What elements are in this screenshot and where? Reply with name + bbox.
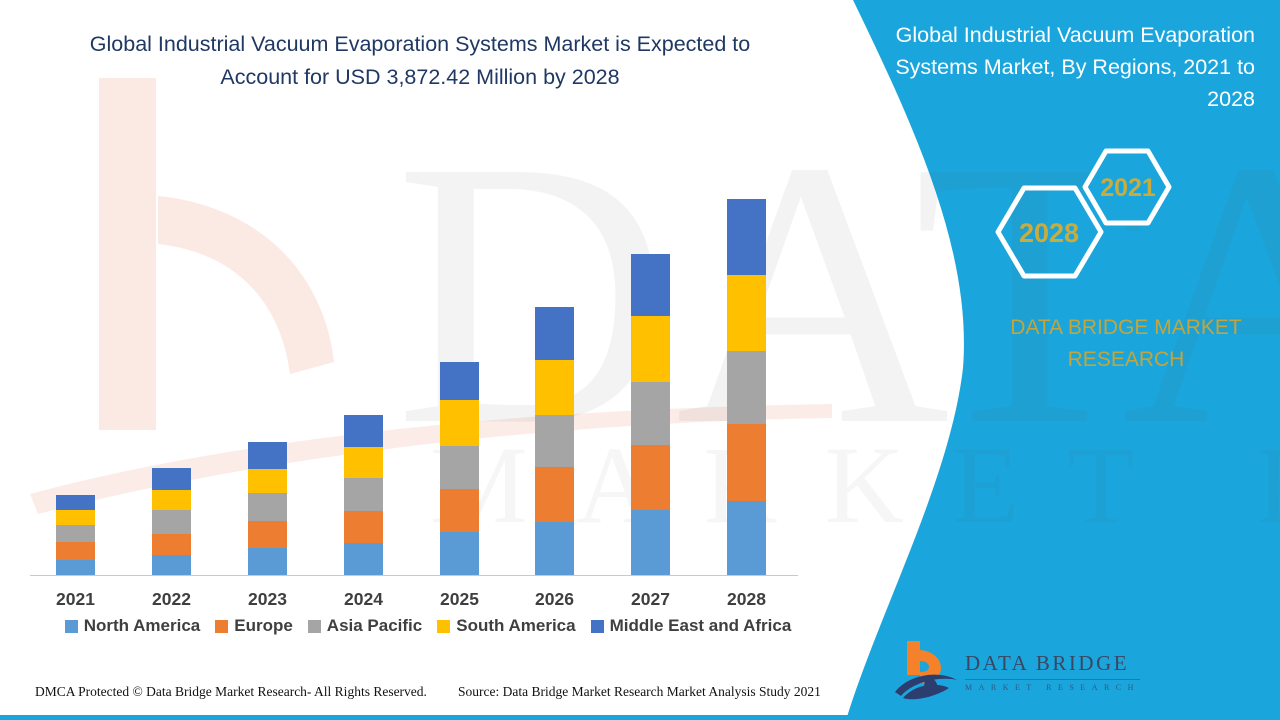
bar-segment-2028-north-america xyxy=(727,501,766,575)
bar-segment-2021-north-america xyxy=(56,559,95,575)
bar-segment-2025-north-america xyxy=(440,531,479,575)
legend-swatch xyxy=(590,619,604,633)
bar-segment-2024-asia-pacific xyxy=(344,478,383,511)
x-axis-label-2023: 2023 xyxy=(248,589,287,609)
legend-swatch xyxy=(307,619,321,633)
bar-segment-2028-middle-east-and-africa xyxy=(727,199,766,275)
legend-label: Europe xyxy=(234,616,293,635)
bar-segment-2022-north-america xyxy=(152,554,191,575)
x-axis-line xyxy=(30,575,798,576)
legend-label: Middle East and Africa xyxy=(609,616,792,635)
x-axis-label-2024: 2024 xyxy=(344,589,383,609)
legend-label: South America xyxy=(456,616,576,635)
bar-segment-2028-asia-pacific xyxy=(727,350,766,424)
bar-segment-2024-north-america xyxy=(344,542,383,575)
logo-tagline: MARKET RESEARCH xyxy=(965,682,1140,692)
legend-item-south-america: South America xyxy=(437,616,576,636)
logo-wordmark: DATA BRIDGE xyxy=(965,651,1140,680)
bar-segment-2021-asia-pacific xyxy=(56,525,95,543)
hexagon-year-2021: 2021 xyxy=(1100,174,1156,202)
legend-swatch xyxy=(437,619,451,633)
bar-segment-2024-europe xyxy=(344,511,383,543)
bar-segment-2023-middle-east-and-africa xyxy=(248,441,287,470)
databridge-logo: DATA BRIDGE MARKET RESEARCH xyxy=(893,634,1140,706)
bar-segment-2026-middle-east-and-africa xyxy=(535,306,574,360)
bar-segment-2022-middle-east-and-africa xyxy=(152,468,191,490)
bar-segment-2024-middle-east-and-africa xyxy=(344,414,383,447)
legend-item-north-america: North America xyxy=(64,616,201,636)
hexagon-badges xyxy=(995,148,1172,279)
bar-segment-2021-south-america xyxy=(56,510,95,526)
x-axis-label-2025: 2025 xyxy=(440,589,479,609)
bar-segment-2025-asia-pacific xyxy=(440,445,479,489)
legend-item-middle-east-and-africa: Middle East and Africa xyxy=(590,616,792,636)
legend-swatch xyxy=(64,619,78,633)
bar-segment-2027-south-america xyxy=(631,315,670,382)
legend-swatch xyxy=(215,619,229,633)
x-axis-label-2021: 2021 xyxy=(56,589,95,609)
legend-item-asia-pacific: Asia Pacific xyxy=(307,616,423,636)
legend-item-europe: Europe xyxy=(215,616,293,636)
bar-segment-2027-north-america xyxy=(631,509,670,575)
source-note: Source: Data Bridge Market Research Mark… xyxy=(458,684,821,699)
bar-segment-2028-europe xyxy=(727,424,766,501)
x-axis-label-2026: 2026 xyxy=(535,589,574,609)
bottom-blue-strip xyxy=(0,715,1280,720)
chart-headline: Global Industrial Vacuum Evaporation Sys… xyxy=(89,32,751,90)
bar-segment-2025-middle-east-and-africa xyxy=(440,361,479,400)
legend-label: Asia Pacific xyxy=(326,616,423,635)
x-axis-label-2027: 2027 xyxy=(631,589,670,609)
bar-segment-2028-south-america xyxy=(727,274,766,351)
dmca-notice: DMCA Protected © Data Bridge Market Rese… xyxy=(35,684,427,699)
hexagon-year-2028: 2028 xyxy=(1018,218,1080,248)
bar-segment-2026-north-america xyxy=(535,521,574,575)
bar-segment-2023-south-america xyxy=(248,469,287,494)
bar-segment-2021-middle-east-and-africa xyxy=(56,494,95,511)
brand-name: DATA BRIDGE MARKET RESEARCH xyxy=(1010,316,1242,371)
panel-title: Global Industrial Vacuum Evaporation Sys… xyxy=(895,23,1255,111)
chart-legend: North America Europe Asia Pacific South Ame… xyxy=(28,616,828,636)
bar-segment-2024-south-america xyxy=(344,447,383,479)
bar-segment-2022-asia-pacific xyxy=(152,510,191,534)
bar-segment-2026-europe xyxy=(535,466,574,522)
bar-segment-2025-europe xyxy=(440,488,479,532)
databridge-logo-icon xyxy=(895,641,957,700)
bar-segment-2022-europe xyxy=(152,534,191,555)
bar-segment-2026-asia-pacific xyxy=(535,414,574,467)
bar-segment-2021-europe xyxy=(56,542,95,560)
bar-segment-2026-south-america xyxy=(535,359,574,415)
bar-segment-2023-north-america xyxy=(248,548,287,575)
x-axis-label-2022: 2022 xyxy=(152,589,191,609)
bar-segment-2023-europe xyxy=(248,520,287,549)
x-axis-label-2028: 2028 xyxy=(727,589,766,609)
bar-segment-2027-europe xyxy=(631,444,670,510)
bar-segment-2027-middle-east-and-africa xyxy=(631,253,670,316)
bar-segment-2027-asia-pacific xyxy=(631,381,670,445)
legend-label: North America xyxy=(83,616,201,635)
bar-segment-2025-south-america xyxy=(440,399,479,446)
bar-segment-2023-asia-pacific xyxy=(248,493,287,521)
bar-segment-2022-south-america xyxy=(152,489,191,511)
